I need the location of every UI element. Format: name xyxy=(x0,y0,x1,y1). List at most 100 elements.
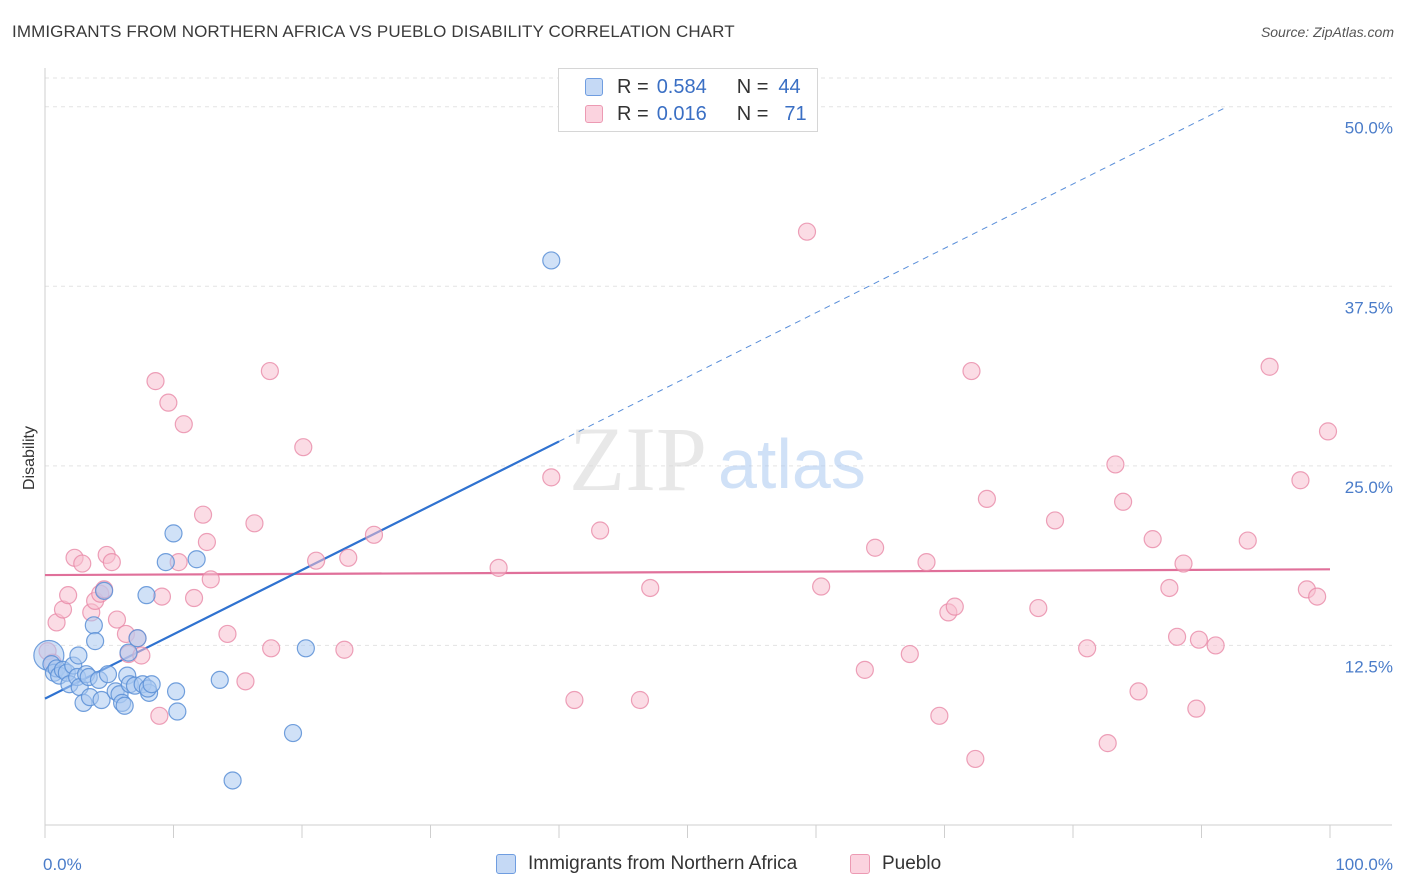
immigrants-point xyxy=(115,696,134,715)
trend-lines xyxy=(44,106,1331,700)
correlation-legend: R = 0.584 N = 44 R = 0.016 N = 71 xyxy=(558,68,818,132)
pueblo-point xyxy=(591,521,610,540)
pueblo-point xyxy=(73,554,92,573)
y-tick-label: 12.5% xyxy=(1345,657,1393,676)
pueblo-point xyxy=(294,438,313,457)
pueblo-point xyxy=(1187,699,1206,718)
legend-n-value: 44 xyxy=(778,75,801,98)
pueblo-point xyxy=(1189,630,1209,649)
pueblo-point xyxy=(1174,554,1193,573)
watermark: ZIP atlas xyxy=(569,408,866,510)
immigrants-point xyxy=(296,639,315,658)
pueblo-point xyxy=(197,532,217,552)
legend-n-label: N = xyxy=(736,75,769,98)
legend-n-label: N = xyxy=(736,102,769,125)
pueblo-point xyxy=(236,672,255,691)
pueblo-point xyxy=(866,538,885,557)
immigrants-point xyxy=(92,690,111,710)
pueblo-point xyxy=(1291,471,1310,490)
immigrants-trend-extension xyxy=(558,106,1228,442)
pueblo-point xyxy=(641,578,660,598)
watermark-zip: ZIP xyxy=(569,408,707,510)
legend-row-immigrants: R = 0.584 N = 44 xyxy=(585,75,801,99)
immigrants-point xyxy=(223,771,242,790)
immigrants-point xyxy=(84,616,103,635)
pueblo-point xyxy=(193,505,213,524)
watermark-atlas: atlas xyxy=(718,425,866,503)
pueblo-point xyxy=(1167,627,1187,646)
immigrants-point xyxy=(210,670,229,690)
legend-r-value: 0.584 xyxy=(656,75,707,98)
y-tick-label: 50.0% xyxy=(1345,119,1393,138)
axes xyxy=(44,68,1392,838)
pueblo-point xyxy=(262,639,281,658)
bottom-legend-swatch-blue xyxy=(496,854,516,874)
pueblo-point xyxy=(307,551,326,570)
bottom-legend-label-immigrants: Immigrants from Northern Africa xyxy=(528,853,798,874)
immigrants-point xyxy=(95,581,114,600)
pueblo-point xyxy=(1143,530,1162,549)
bottom-legend-immigrants: Immigrants from Northern Africa xyxy=(496,852,797,876)
immigrants-point xyxy=(187,550,206,569)
pueblo-trend-line xyxy=(44,568,1331,577)
legend-r-label: R = xyxy=(617,102,649,125)
source-label: Source: ZipAtlas.com xyxy=(1260,24,1394,40)
immigrants-point xyxy=(166,682,186,701)
legend-r-value: 0.016 xyxy=(656,102,707,125)
bottom-legend-swatch-pink xyxy=(850,854,870,874)
immigrants-point xyxy=(86,632,105,651)
pueblo-point xyxy=(1308,587,1327,606)
tick-labels: 12.5% 25.0% 37.5% 50.0% 0.0% 100.0% xyxy=(43,119,1393,874)
pueblo-point xyxy=(1160,578,1179,598)
pueblo-point xyxy=(1129,682,1148,701)
legend-swatch-pink xyxy=(585,105,603,123)
immigrants-point xyxy=(98,665,118,684)
pueblo-point xyxy=(1206,636,1225,655)
x-tick-label-min: 0.0% xyxy=(43,855,82,874)
pueblo-point xyxy=(1260,357,1279,376)
immigrants-point xyxy=(164,524,183,543)
pueblo-point xyxy=(1106,455,1125,474)
pueblo-point xyxy=(174,415,193,434)
pueblo-point xyxy=(977,489,997,509)
immigrants-point xyxy=(69,646,88,665)
pueblo-point xyxy=(1114,492,1133,511)
immigrants-point xyxy=(142,675,161,694)
y-tick-label: 25.0% xyxy=(1345,478,1393,497)
pueblo-point xyxy=(146,372,165,391)
pueblo-point xyxy=(107,610,127,629)
legend-r-label: R = xyxy=(617,75,649,98)
pueblo-point xyxy=(1238,531,1257,550)
pueblo-point xyxy=(945,597,964,616)
y-axis-label: Disability xyxy=(21,426,38,490)
pueblo-point xyxy=(966,749,985,769)
immigrants-point xyxy=(128,629,147,648)
pueblo-point xyxy=(218,624,237,644)
pueblo-point xyxy=(900,644,919,664)
immigrants-point xyxy=(168,702,187,721)
legend-row-pueblo: R = 0.016 N = 71 xyxy=(585,102,807,126)
pueblo-point xyxy=(565,690,584,710)
immigrants-point xyxy=(156,553,175,572)
immigrants-point xyxy=(137,586,156,605)
pueblo-point xyxy=(917,553,936,572)
pueblo-point xyxy=(1029,598,1048,618)
pueblo-point xyxy=(201,570,220,589)
immigrants-point xyxy=(119,643,138,662)
immigrants-points xyxy=(33,251,561,790)
pueblo-point xyxy=(102,553,121,572)
pueblo-point xyxy=(150,706,169,725)
pueblo-point xyxy=(245,514,264,533)
pueblo-point xyxy=(364,525,384,544)
pueblo-point xyxy=(339,548,358,567)
pueblo-point xyxy=(1098,734,1117,753)
pueblo-point xyxy=(184,588,204,608)
pueblo-point xyxy=(797,222,817,241)
pueblo-point xyxy=(855,660,874,679)
bottom-legend-pueblo: Pueblo xyxy=(850,852,941,876)
chart-title: IMMIGRANTS FROM NORTHERN AFRICA VS PUEBL… xyxy=(12,22,735,41)
y-tick-label: 37.5% xyxy=(1345,298,1393,317)
pueblo-point xyxy=(159,393,178,412)
pueblo-point xyxy=(59,586,78,605)
